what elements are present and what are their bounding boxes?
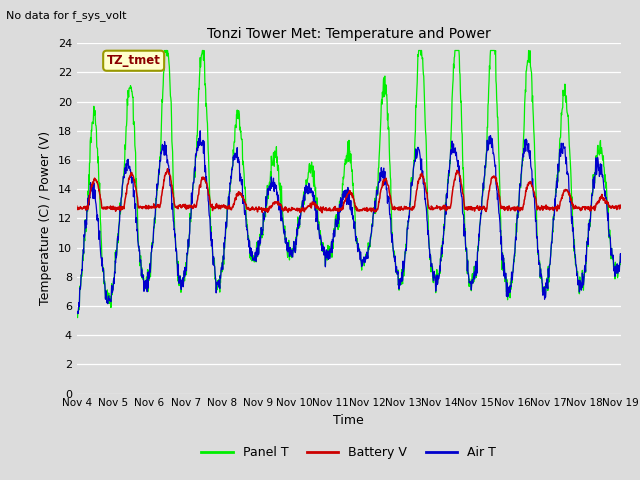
Text: TZ_tmet: TZ_tmet <box>107 54 161 67</box>
Text: No data for f_sys_volt: No data for f_sys_volt <box>6 10 127 21</box>
Title: Tonzi Tower Met: Temperature and Power: Tonzi Tower Met: Temperature and Power <box>207 27 491 41</box>
Y-axis label: Temperature (C) / Power (V): Temperature (C) / Power (V) <box>39 132 52 305</box>
X-axis label: Time: Time <box>333 414 364 427</box>
Legend: Panel T, Battery V, Air T: Panel T, Battery V, Air T <box>196 442 501 465</box>
